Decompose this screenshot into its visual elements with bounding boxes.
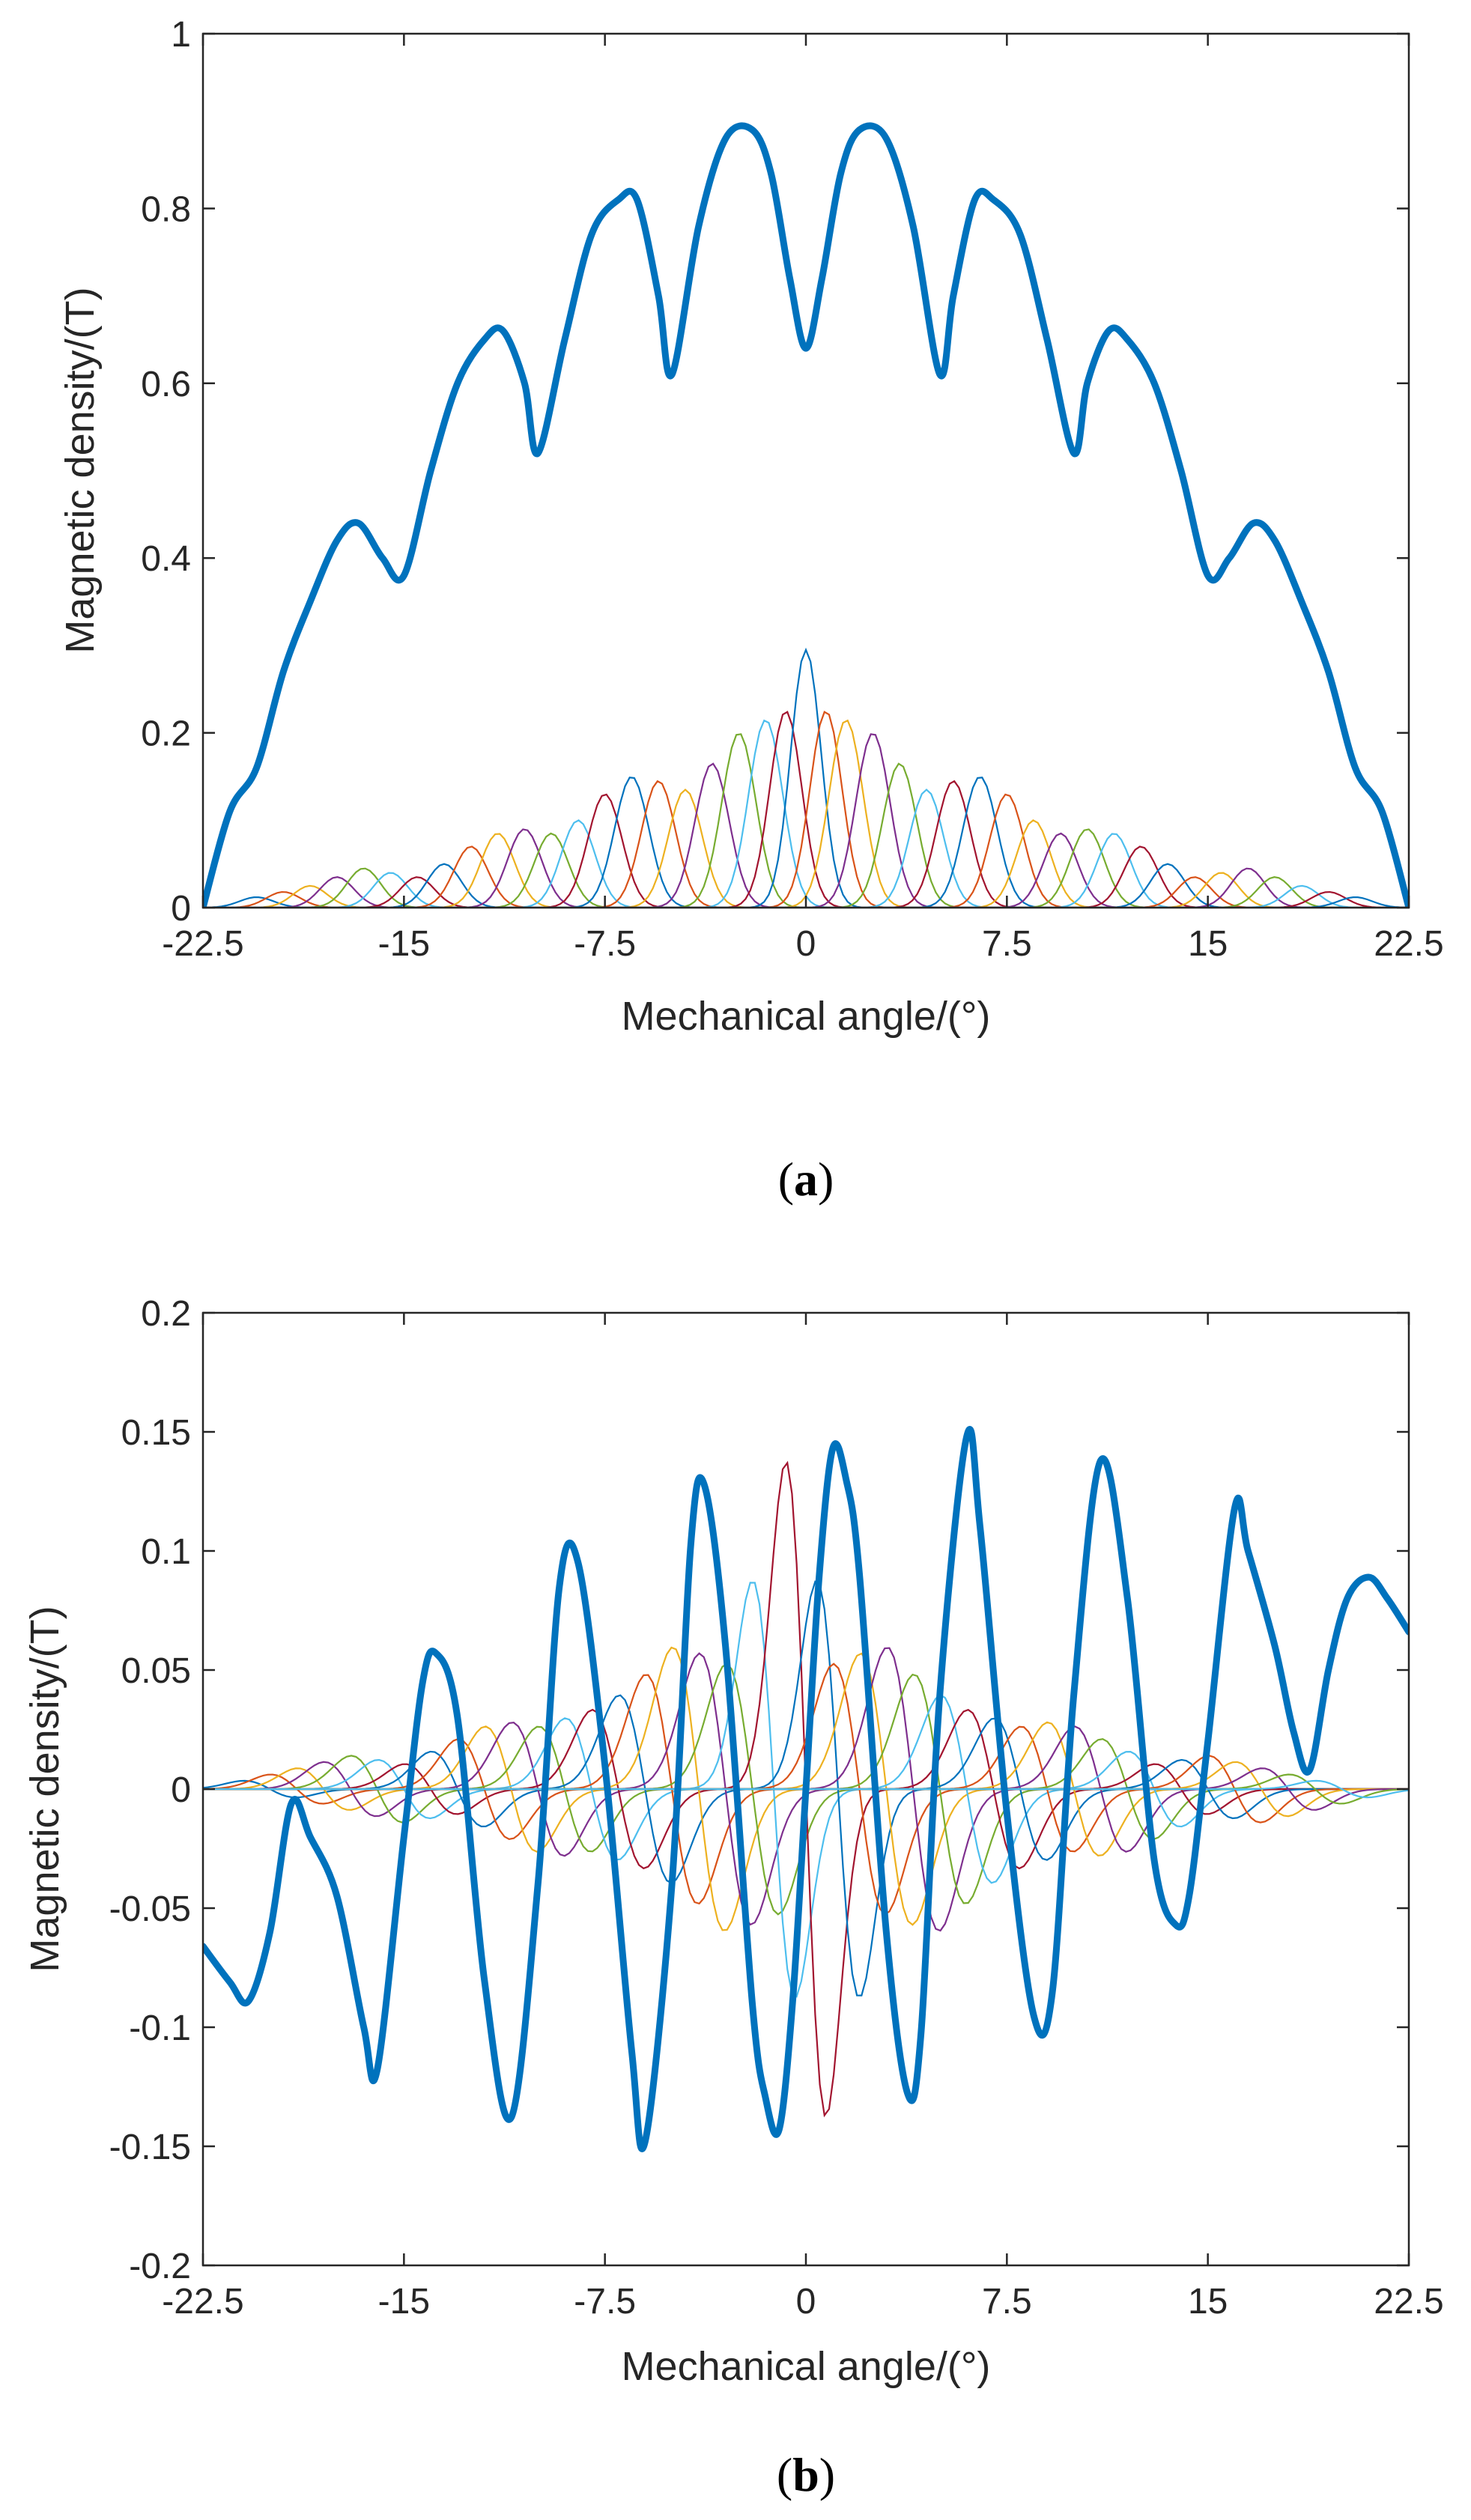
- y-tick-label: 0.2: [141, 714, 191, 754]
- y-tick-label: -0.1: [129, 2009, 191, 2048]
- y-tick-label: 0.15: [121, 1413, 191, 1453]
- x-tick-label: 7.5: [982, 924, 1032, 964]
- y-ticks-b: -0.2 -0.15 -0.1 -0.05 0 0.05 0.1 0.15 0.2: [109, 1294, 1409, 2286]
- panel-caption-b: (b): [777, 2448, 835, 2501]
- x-tick-label: 0: [796, 924, 816, 964]
- y-tick-label: -0.05: [109, 1889, 191, 1929]
- y-tick-label: 0.2: [141, 1294, 191, 1334]
- y-tick-label: 0.8: [141, 189, 191, 229]
- series-line-total: [203, 1426, 1409, 2152]
- x-ticks-a: -22.5 -15 -7.5 0 7.5 15 22.5: [162, 34, 1444, 964]
- x-tick-label: -22.5: [162, 2282, 243, 2322]
- y-ticks-a: 0 0.2 0.4 0.6 0.8 1: [141, 15, 1409, 929]
- plot-area-a: [203, 34, 1409, 908]
- chart-panel-b: -22.5 -15 -7.5 0 7.5 15 22.5 -0.2 -0.15 -0.1 -0.0…: [22, 1294, 1444, 2501]
- x-tick-label: -7.5: [574, 2282, 636, 2322]
- x-tick-label: 22.5: [1374, 924, 1443, 964]
- harmonic-line: [203, 647, 1409, 908]
- series-line-total: [203, 122, 1409, 908]
- x-tick-label: -15: [378, 2282, 430, 2322]
- panel-caption-a: (a): [778, 1153, 834, 1206]
- harmonic-line: [203, 711, 1409, 908]
- y-axis-label-a: Magnetic density/(T): [58, 287, 103, 653]
- x-tick-label: -15: [378, 924, 430, 964]
- x-axis-label-a: Mechanical angle/(°): [622, 994, 991, 1039]
- y-tick-label: -0.15: [109, 2128, 191, 2167]
- x-tick-label: 22.5: [1374, 2282, 1443, 2322]
- harmonic-line: [203, 876, 1409, 908]
- main-series-group-b: [203, 1426, 1409, 2152]
- x-tick-label: -22.5: [162, 924, 243, 964]
- main-series-group-a: [203, 122, 1409, 908]
- y-tick-label: 1: [171, 15, 191, 55]
- y-tick-label: 0.05: [121, 1651, 191, 1691]
- y-tick-label: 0.6: [141, 365, 191, 404]
- y-tick-label: 0: [171, 889, 191, 929]
- harmonic-line: [203, 872, 1409, 908]
- chart-panel-a: -22.5 -15 -7.5 0 7.5 15 22.5 0 0.2 0.4 0.6 0.8 1 Me…: [58, 15, 1444, 1206]
- y-axis-label-b: Magnetic density/(T): [22, 1606, 67, 1972]
- x-axis-label-b: Mechanical angle/(°): [622, 2344, 991, 2389]
- y-tick-label: 0: [171, 1770, 191, 1810]
- x-tick-label: 0: [796, 2282, 816, 2322]
- x-tick-label: 7.5: [982, 2282, 1032, 2322]
- x-tick-label: 15: [1188, 2282, 1228, 2322]
- x-ticks-b: -22.5 -15 -7.5 0 7.5 15 22.5: [162, 1313, 1444, 2322]
- harmonic-line: [203, 876, 1409, 908]
- y-tick-label: 0.1: [141, 1532, 191, 1572]
- harmonic-line: [203, 872, 1409, 908]
- y-tick-label: 0.4: [141, 539, 191, 579]
- x-tick-label: 15: [1188, 924, 1228, 964]
- y-tick-label: -0.2: [129, 2247, 191, 2286]
- x-tick-label: -7.5: [574, 924, 636, 964]
